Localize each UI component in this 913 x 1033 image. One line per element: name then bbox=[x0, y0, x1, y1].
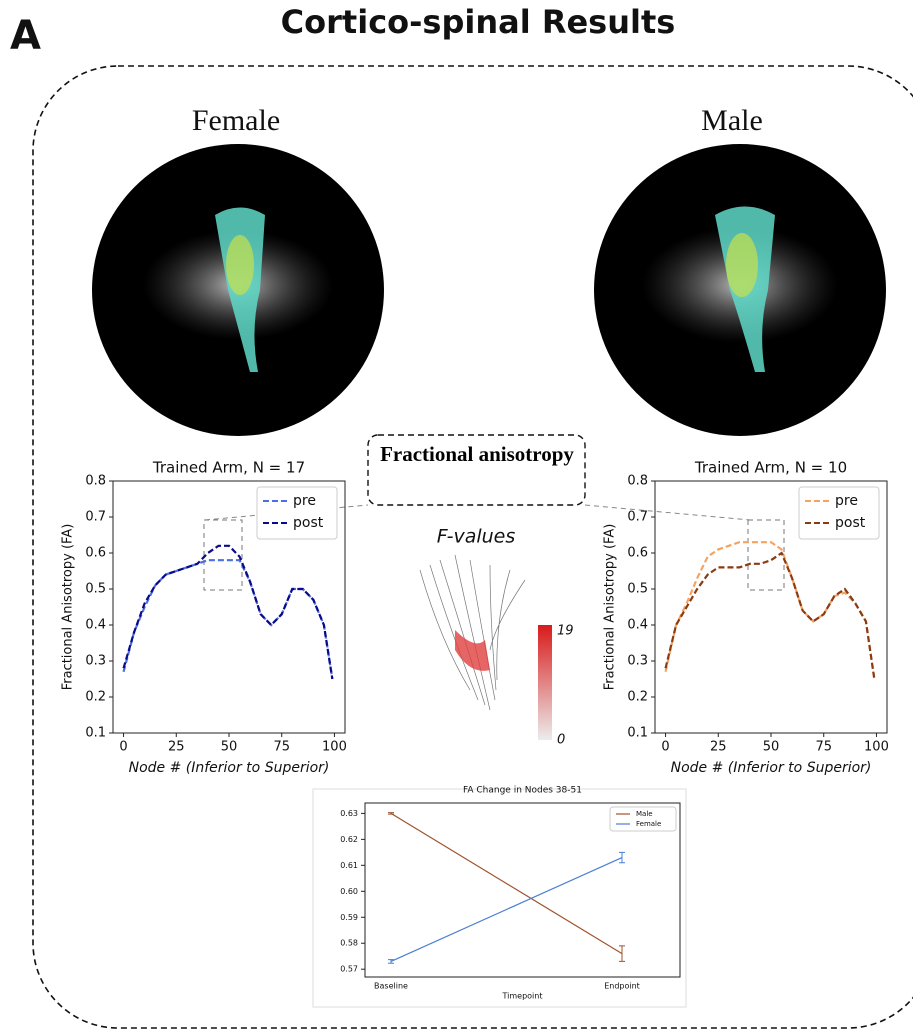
panel-label: A bbox=[10, 13, 41, 59]
y-tick-label: 0.4 bbox=[627, 618, 648, 633]
series-line bbox=[124, 546, 333, 679]
x-axis-label: Node # (Inferior to Superior) bbox=[129, 760, 330, 776]
y-tick-label: 0.7 bbox=[627, 510, 648, 525]
brain-image bbox=[594, 144, 886, 436]
x-tick-label: 100 bbox=[322, 740, 347, 755]
series-line bbox=[666, 542, 875, 679]
legend-label: post bbox=[293, 515, 324, 531]
legend-label: post bbox=[835, 515, 866, 531]
chart: A Cortico-spinal Results Female Male F-v… bbox=[0, 0, 913, 1033]
x-tick-label: 50 bbox=[763, 740, 780, 755]
legend-label: pre bbox=[293, 493, 316, 509]
y-tick-label: 0.8 bbox=[627, 474, 648, 489]
y-tick-label: 0.59 bbox=[340, 913, 358, 922]
tract-image bbox=[420, 555, 525, 710]
colorbar-title: F-values bbox=[437, 526, 516, 548]
x-tick-label: Baseline bbox=[374, 982, 408, 991]
y-tick-label: 0.1 bbox=[85, 726, 106, 741]
y-tick-label: 0.2 bbox=[85, 690, 106, 705]
y-tick-label: 0.57 bbox=[340, 965, 358, 974]
chart-title: Trained Arm, N = 17 bbox=[152, 459, 305, 477]
x-tick-label: 100 bbox=[864, 740, 889, 755]
y-tick-label: 0.6 bbox=[85, 546, 106, 561]
group-label: Female bbox=[192, 104, 280, 137]
y-tick-label: 0.58 bbox=[340, 939, 358, 948]
legend-label: Male bbox=[636, 810, 653, 818]
y-tick-label: 0.61 bbox=[340, 861, 358, 870]
y-tick-label: 0.63 bbox=[340, 809, 358, 818]
y-tick-label: 0.5 bbox=[85, 582, 106, 597]
x-tick-label: 75 bbox=[273, 740, 290, 755]
x-axis-label: Node # (Inferior to Superior) bbox=[671, 760, 872, 776]
y-tick-label: 0.3 bbox=[85, 654, 106, 669]
chart-title: Trained Arm, N = 10 bbox=[694, 459, 847, 477]
legend-label: pre bbox=[835, 493, 858, 509]
x-tick-label: 50 bbox=[221, 740, 238, 755]
highlight-box bbox=[204, 520, 242, 590]
legend-label: Female bbox=[636, 820, 661, 828]
x-tick-label: 25 bbox=[710, 740, 727, 755]
y-tick-label: 0.1 bbox=[627, 726, 648, 741]
figure-title: Cortico-spinal Results bbox=[281, 3, 676, 41]
y-tick-label: 0.62 bbox=[340, 835, 358, 844]
x-tick-label: Endpoint bbox=[604, 982, 640, 991]
chart-title: FA Change in Nodes 38-51 bbox=[463, 786, 582, 796]
series-line bbox=[666, 553, 875, 679]
y-axis-label: Fractional Anisotropy (FA) bbox=[61, 524, 76, 691]
y-tick-label: 0.2 bbox=[627, 690, 648, 705]
highlight-box bbox=[748, 520, 784, 590]
x-axis-label: Timepoint bbox=[502, 992, 543, 1001]
group-label: Male bbox=[701, 104, 763, 137]
figure: A Cortico-spinal Results Female Male F-v… bbox=[0, 0, 913, 1033]
colorbar-tick: 19 bbox=[557, 624, 574, 639]
colorbar bbox=[538, 625, 552, 740]
y-tick-label: 0.7 bbox=[85, 510, 106, 525]
x-tick-label: 25 bbox=[168, 740, 185, 755]
y-tick-label: 0.6 bbox=[627, 546, 648, 561]
x-tick-label: 0 bbox=[119, 740, 127, 755]
y-axis-label: Fractional Anisotropy (FA) bbox=[603, 524, 618, 691]
fa-box-label: Fractional anisotropy bbox=[372, 440, 582, 468]
y-tick-label: 0.4 bbox=[85, 618, 106, 633]
x-tick-label: 0 bbox=[661, 740, 669, 755]
y-tick-label: 0.3 bbox=[627, 654, 648, 669]
x-tick-label: 75 bbox=[815, 740, 832, 755]
series-line bbox=[124, 560, 333, 679]
y-tick-label: 0.8 bbox=[85, 474, 106, 489]
brain-image bbox=[92, 144, 384, 436]
y-tick-label: 0.60 bbox=[340, 887, 358, 896]
y-tick-label: 0.5 bbox=[627, 582, 648, 597]
colorbar-tick: 0 bbox=[557, 733, 565, 748]
